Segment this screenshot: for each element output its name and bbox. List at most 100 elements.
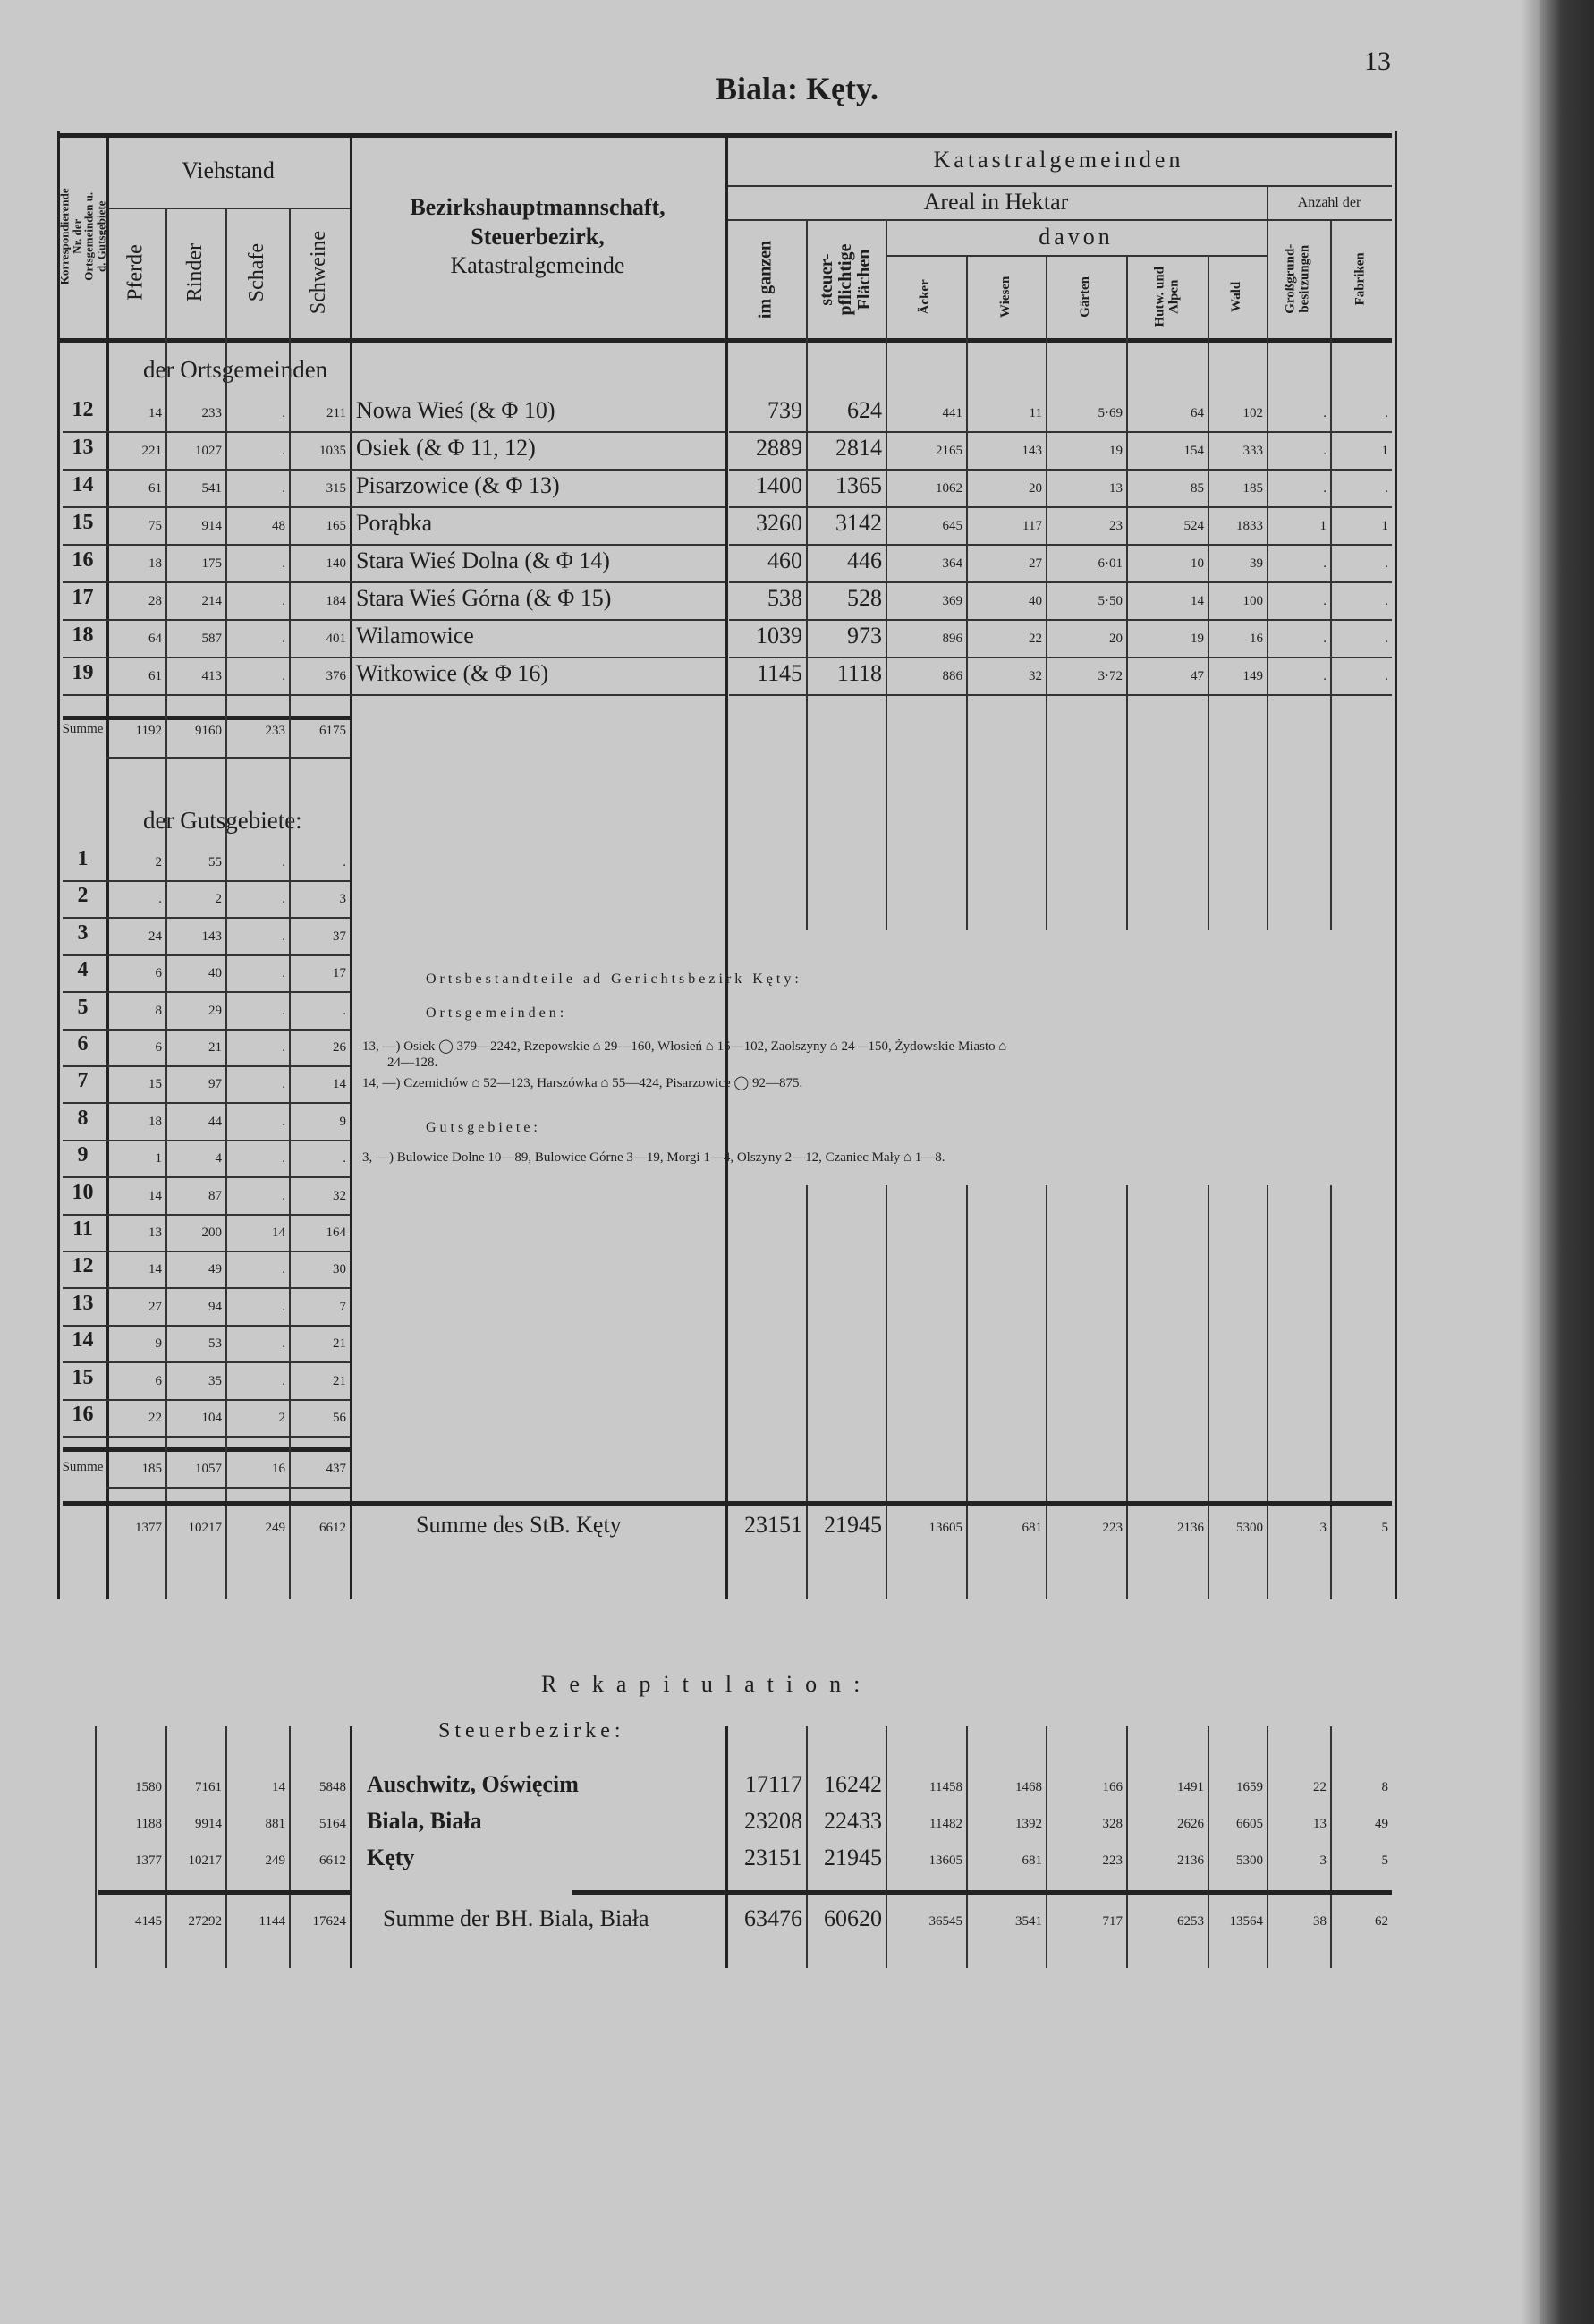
cell: 60620 [824, 1905, 882, 1931]
cell: 1468 [1015, 1780, 1042, 1794]
row-number: 5 [77, 995, 89, 1019]
column-rule [725, 1726, 728, 1968]
col-label: Wald [1229, 281, 1244, 313]
cell: 16242 [824, 1771, 882, 1797]
vieh-col-header-0: Pferde [106, 210, 165, 335]
cell: 6 [155, 966, 163, 981]
rule [1267, 219, 1392, 221]
cell: 2 [155, 855, 163, 869]
cell: . [282, 632, 285, 646]
rule [729, 581, 1392, 583]
name-column-header: Bezirkshauptmannschaft, Steuerbezirk, Kata… [350, 161, 725, 313]
column-rule [806, 338, 808, 930]
rule [98, 1890, 350, 1895]
column-rule [225, 1726, 227, 1968]
row-number: 7 [77, 1069, 89, 1093]
areal-header: Areal in Hektar [923, 189, 1069, 216]
column-rule [225, 208, 227, 338]
cell: 5·50 [1098, 594, 1123, 608]
column-rule [1267, 185, 1268, 338]
rule [63, 469, 725, 471]
cell: 2 [278, 1411, 286, 1425]
cell: 21 [333, 1373, 346, 1388]
cell: 27292 [188, 1914, 223, 1929]
column-rule [106, 133, 109, 1599]
cell: 5300 [1236, 1521, 1263, 1535]
cell: 184 [326, 594, 347, 608]
cell: . [1323, 632, 1327, 646]
cell: . [282, 444, 285, 458]
cell: 10217 [188, 1853, 223, 1868]
cell: 10 [1191, 556, 1204, 571]
place-name: Kęty [367, 1845, 415, 1870]
rule [63, 716, 350, 720]
cell: 1 [1319, 519, 1327, 533]
viehstand-header: Viehstand [182, 157, 275, 183]
cell: 881 [265, 1817, 286, 1831]
cell: . [1385, 594, 1388, 608]
cell: 645 [942, 519, 963, 533]
cell: 1659 [1236, 1780, 1263, 1794]
cell: 376 [326, 669, 347, 683]
column-rule [1126, 255, 1128, 338]
cell: 9 [339, 1114, 347, 1129]
row-number: 14 [72, 1328, 94, 1353]
cell: 8 [1381, 1780, 1389, 1794]
cell: 6612 [319, 1853, 346, 1868]
cell: . [282, 1373, 285, 1388]
cell: 40 [208, 966, 222, 981]
rule [63, 1324, 350, 1327]
cell: 1 [155, 1151, 163, 1166]
column-rule [1046, 1185, 1047, 1599]
row-number: 11 [72, 1217, 93, 1241]
column-rule [1126, 1726, 1128, 1968]
cell: . [282, 1114, 285, 1129]
rule [63, 917, 350, 920]
row-number: 10 [72, 1180, 94, 1204]
cell: 2136 [1177, 1521, 1204, 1535]
column-rule [806, 219, 808, 338]
cell: 19 [1191, 632, 1204, 646]
cell: 140 [326, 556, 347, 571]
col-label: Fabriken [1352, 252, 1368, 306]
cell: 53 [208, 1336, 222, 1352]
nr-column-header: Korrespondierende Nr. der Ortsgemeinden … [57, 136, 107, 336]
row-number: 13 [72, 436, 94, 459]
place-name: Osiek (& Φ 11, 12) [356, 435, 536, 461]
rule [63, 1065, 350, 1067]
cell: . [282, 1299, 285, 1314]
cell: . [282, 1336, 285, 1352]
cell: 18 [148, 556, 162, 571]
cell: 9914 [195, 1817, 222, 1831]
cell: . [343, 855, 346, 869]
column-rule [886, 1185, 887, 1599]
cell: 63476 [744, 1905, 802, 1931]
cell: 6605 [1236, 1817, 1263, 1831]
cell: 333 [1242, 444, 1264, 458]
vieh-col-header-1: Rinder [165, 210, 225, 335]
cell: 7 [339, 1299, 347, 1314]
column-rule [725, 133, 728, 1599]
cell: 214 [201, 594, 223, 608]
cell: 61 [148, 669, 162, 683]
place-name: Wilamowice [356, 623, 474, 649]
cell: 102 [1242, 406, 1264, 420]
cell: 27 [1029, 556, 1042, 571]
vieh-col-header-2: Schafe [225, 210, 289, 335]
cell: 21 [208, 1040, 222, 1055]
rule [106, 757, 350, 759]
cell: 3·72 [1098, 669, 1123, 683]
area-col-header-1: steuer-pflichtige Flächen [806, 222, 886, 336]
cell: . [282, 1151, 285, 1166]
cell: 62 [1375, 1914, 1388, 1929]
cell: . [282, 966, 285, 981]
area-col-header-3: Wiesen [966, 258, 1046, 336]
row-number: 3 [77, 920, 89, 945]
cell: 21945 [824, 1845, 882, 1870]
col-label: Hutw. und Alpen [1151, 267, 1181, 327]
rule [63, 544, 725, 546]
cell: 223 [1102, 1521, 1123, 1535]
column-rule [289, 338, 291, 1599]
col-label: Äcker [918, 279, 933, 315]
row-number: 2 [77, 884, 89, 908]
